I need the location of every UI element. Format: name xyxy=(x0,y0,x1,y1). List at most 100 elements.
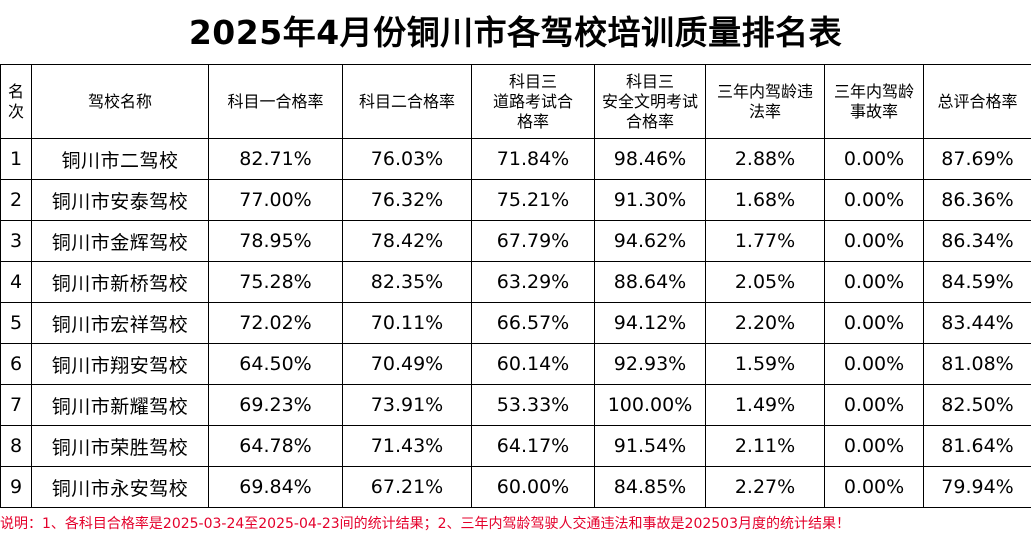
cell-subject1: 75.28% xyxy=(208,261,343,303)
cell-subject3-road: 64.17% xyxy=(471,425,595,467)
cell-accident: 0.00% xyxy=(824,343,924,385)
table-row: 8 铜川市荣胜驾校 64.78% 71.43% 64.17% 91.54% 2.11% 0.0… xyxy=(0,425,1031,467)
cell-rank: 1 xyxy=(0,138,32,180)
cell-subject2: 71.43% xyxy=(342,425,472,467)
cell-subject3-safety: 94.62% xyxy=(594,220,706,262)
header-line: 次 xyxy=(7,101,24,121)
header-line: 法率 xyxy=(748,101,781,121)
cell-subject3-road: 60.14% xyxy=(471,343,595,385)
cell-subject2: 67.21% xyxy=(342,466,472,508)
table-row: 1 铜川市二驾校 82.71% 76.03% 71.84% 98.46% 2.88% 0.00… xyxy=(0,138,1031,180)
cell-overall: 83.44% xyxy=(923,302,1031,344)
cell-subject1: 78.95% xyxy=(208,220,343,262)
cell-accident: 0.00% xyxy=(824,261,924,303)
cell-overall: 81.08% xyxy=(923,343,1031,385)
cell-overall: 84.59% xyxy=(923,261,1031,303)
cell-subject2: 70.11% xyxy=(342,302,472,344)
cell-subject1: 64.50% xyxy=(208,343,343,385)
header-line: 驾校名称 xyxy=(87,91,152,111)
cell-rank: 2 xyxy=(0,179,32,221)
cell-violation: 2.88% xyxy=(705,138,825,180)
cell-subject2: 76.32% xyxy=(342,179,472,221)
cell-subject3-road: 75.21% xyxy=(471,179,595,221)
cell-school: 铜川市新耀驾校 xyxy=(31,384,209,426)
table-row: 9 铜川市永安驾校 69.84% 67.21% 60.00% 84.85% 2.27% 0.0… xyxy=(0,466,1031,508)
cell-school: 铜川市永安驾校 xyxy=(31,466,209,508)
cell-subject3-safety: 94.12% xyxy=(594,302,706,344)
cell-subject3-road: 66.57% xyxy=(471,302,595,344)
cell-violation: 2.05% xyxy=(705,261,825,303)
header-line: 格率 xyxy=(516,111,549,131)
cell-subject3-road: 71.84% xyxy=(471,138,595,180)
cell-school: 铜川市翔安驾校 xyxy=(31,343,209,385)
header-line: 总评合格率 xyxy=(937,91,1018,111)
cell-accident: 0.00% xyxy=(824,220,924,262)
cell-subject3-safety: 88.64% xyxy=(594,261,706,303)
cell-accident: 0.00% xyxy=(824,302,924,344)
cell-accident: 0.00% xyxy=(824,466,924,508)
cell-subject2: 70.49% xyxy=(342,343,472,385)
cell-violation: 1.77% xyxy=(705,220,825,262)
cell-subject2: 73.91% xyxy=(342,384,472,426)
cell-subject3-safety: 100.00% xyxy=(594,384,706,426)
header-line: 合格率 xyxy=(625,111,674,131)
table-row: 6 铜川市翔安驾校 64.50% 70.49% 60.14% 92.93% 1.59% 0.0… xyxy=(0,343,1031,385)
cell-overall: 79.94% xyxy=(923,466,1031,508)
header-line: 科目三 xyxy=(625,71,674,91)
cell-subject1: 69.84% xyxy=(208,466,343,508)
cell-subject2: 76.03% xyxy=(342,138,472,180)
cell-rank: 5 xyxy=(0,302,32,344)
table-row: 2 铜川市安泰驾校 77.00% 76.32% 75.21% 91.30% 1.68% 0.0… xyxy=(0,179,1031,221)
cell-subject3-safety: 91.54% xyxy=(594,425,706,467)
cell-rank: 3 xyxy=(0,220,32,262)
cell-subject3-road: 60.00% xyxy=(471,466,595,508)
cell-violation: 1.59% xyxy=(705,343,825,385)
cell-overall: 87.69% xyxy=(923,138,1031,180)
cell-subject3-road: 63.29% xyxy=(471,261,595,303)
cell-overall: 82.50% xyxy=(923,384,1031,426)
cell-rank: 6 xyxy=(0,343,32,385)
cell-violation: 2.20% xyxy=(705,302,825,344)
header-subject3-road: 科目三 道路考试合 格率 xyxy=(471,64,595,139)
ranking-table: 名次 驾校名称 科目一合格率 科目二合格率 科目三 道路考试合 格率 科目三 安全文明… xyxy=(0,64,1031,508)
cell-rank: 7 xyxy=(0,384,32,426)
header-subject3-safety: 科目三 安全文明考试 合格率 xyxy=(594,64,706,139)
header-school: 驾校名称 xyxy=(31,64,209,139)
cell-subject3-road: 67.79% xyxy=(471,220,595,262)
header-overall-rate: 总评合格率 xyxy=(923,64,1031,139)
header-line: 科目一合格率 xyxy=(227,91,324,111)
header-line: 道路考试合 xyxy=(492,91,573,111)
cell-subject3-safety: 91.30% xyxy=(594,179,706,221)
header-rank: 名次 xyxy=(0,64,32,139)
header-line: 事故率 xyxy=(849,101,898,121)
header-line: 科目三 xyxy=(508,71,557,91)
header-subject1: 科目一合格率 xyxy=(208,64,343,139)
page-title: 2025年4月份铜川市各驾校培训质量排名表 xyxy=(188,13,843,52)
table-row: 7 铜川市新耀驾校 69.23% 73.91% 53.33% 100.00% 1.49% 0.… xyxy=(0,384,1031,426)
cell-subject1: 82.71% xyxy=(208,138,343,180)
cell-subject3-safety: 98.46% xyxy=(594,138,706,180)
cell-rank: 8 xyxy=(0,425,32,467)
cell-school: 铜川市二驾校 xyxy=(31,138,209,180)
header-violation-rate: 三年内驾龄违 法率 xyxy=(705,64,825,139)
cell-accident: 0.00% xyxy=(824,138,924,180)
cell-rank: 4 xyxy=(0,261,32,303)
cell-school: 铜川市金辉驾校 xyxy=(31,220,209,262)
table-row: 4 铜川市新桥驾校 75.28% 82.35% 63.29% 88.64% 2.05% 0.0… xyxy=(0,261,1031,303)
cell-subject2: 82.35% xyxy=(342,261,472,303)
cell-violation: 2.27% xyxy=(705,466,825,508)
cell-subject1: 64.78% xyxy=(208,425,343,467)
cell-subject3-safety: 84.85% xyxy=(594,466,706,508)
header-line: 安全文明考试 xyxy=(601,91,698,111)
header-line: 名 xyxy=(7,81,24,101)
header-line: 三年内驾龄违 xyxy=(716,81,813,101)
cell-school: 铜川市新桥驾校 xyxy=(31,261,209,303)
table-header-row: 名次 驾校名称 科目一合格率 科目二合格率 科目三 道路考试合 格率 科目三 安全文明… xyxy=(0,64,1031,139)
cell-accident: 0.00% xyxy=(824,384,924,426)
table-body: 1 铜川市二驾校 82.71% 76.03% 71.84% 98.46% 2.88% 0.00… xyxy=(0,138,1031,508)
cell-overall: 86.36% xyxy=(923,179,1031,221)
cell-subject1: 72.02% xyxy=(208,302,343,344)
cell-violation: 2.11% xyxy=(705,425,825,467)
cell-school: 铜川市安泰驾校 xyxy=(31,179,209,221)
